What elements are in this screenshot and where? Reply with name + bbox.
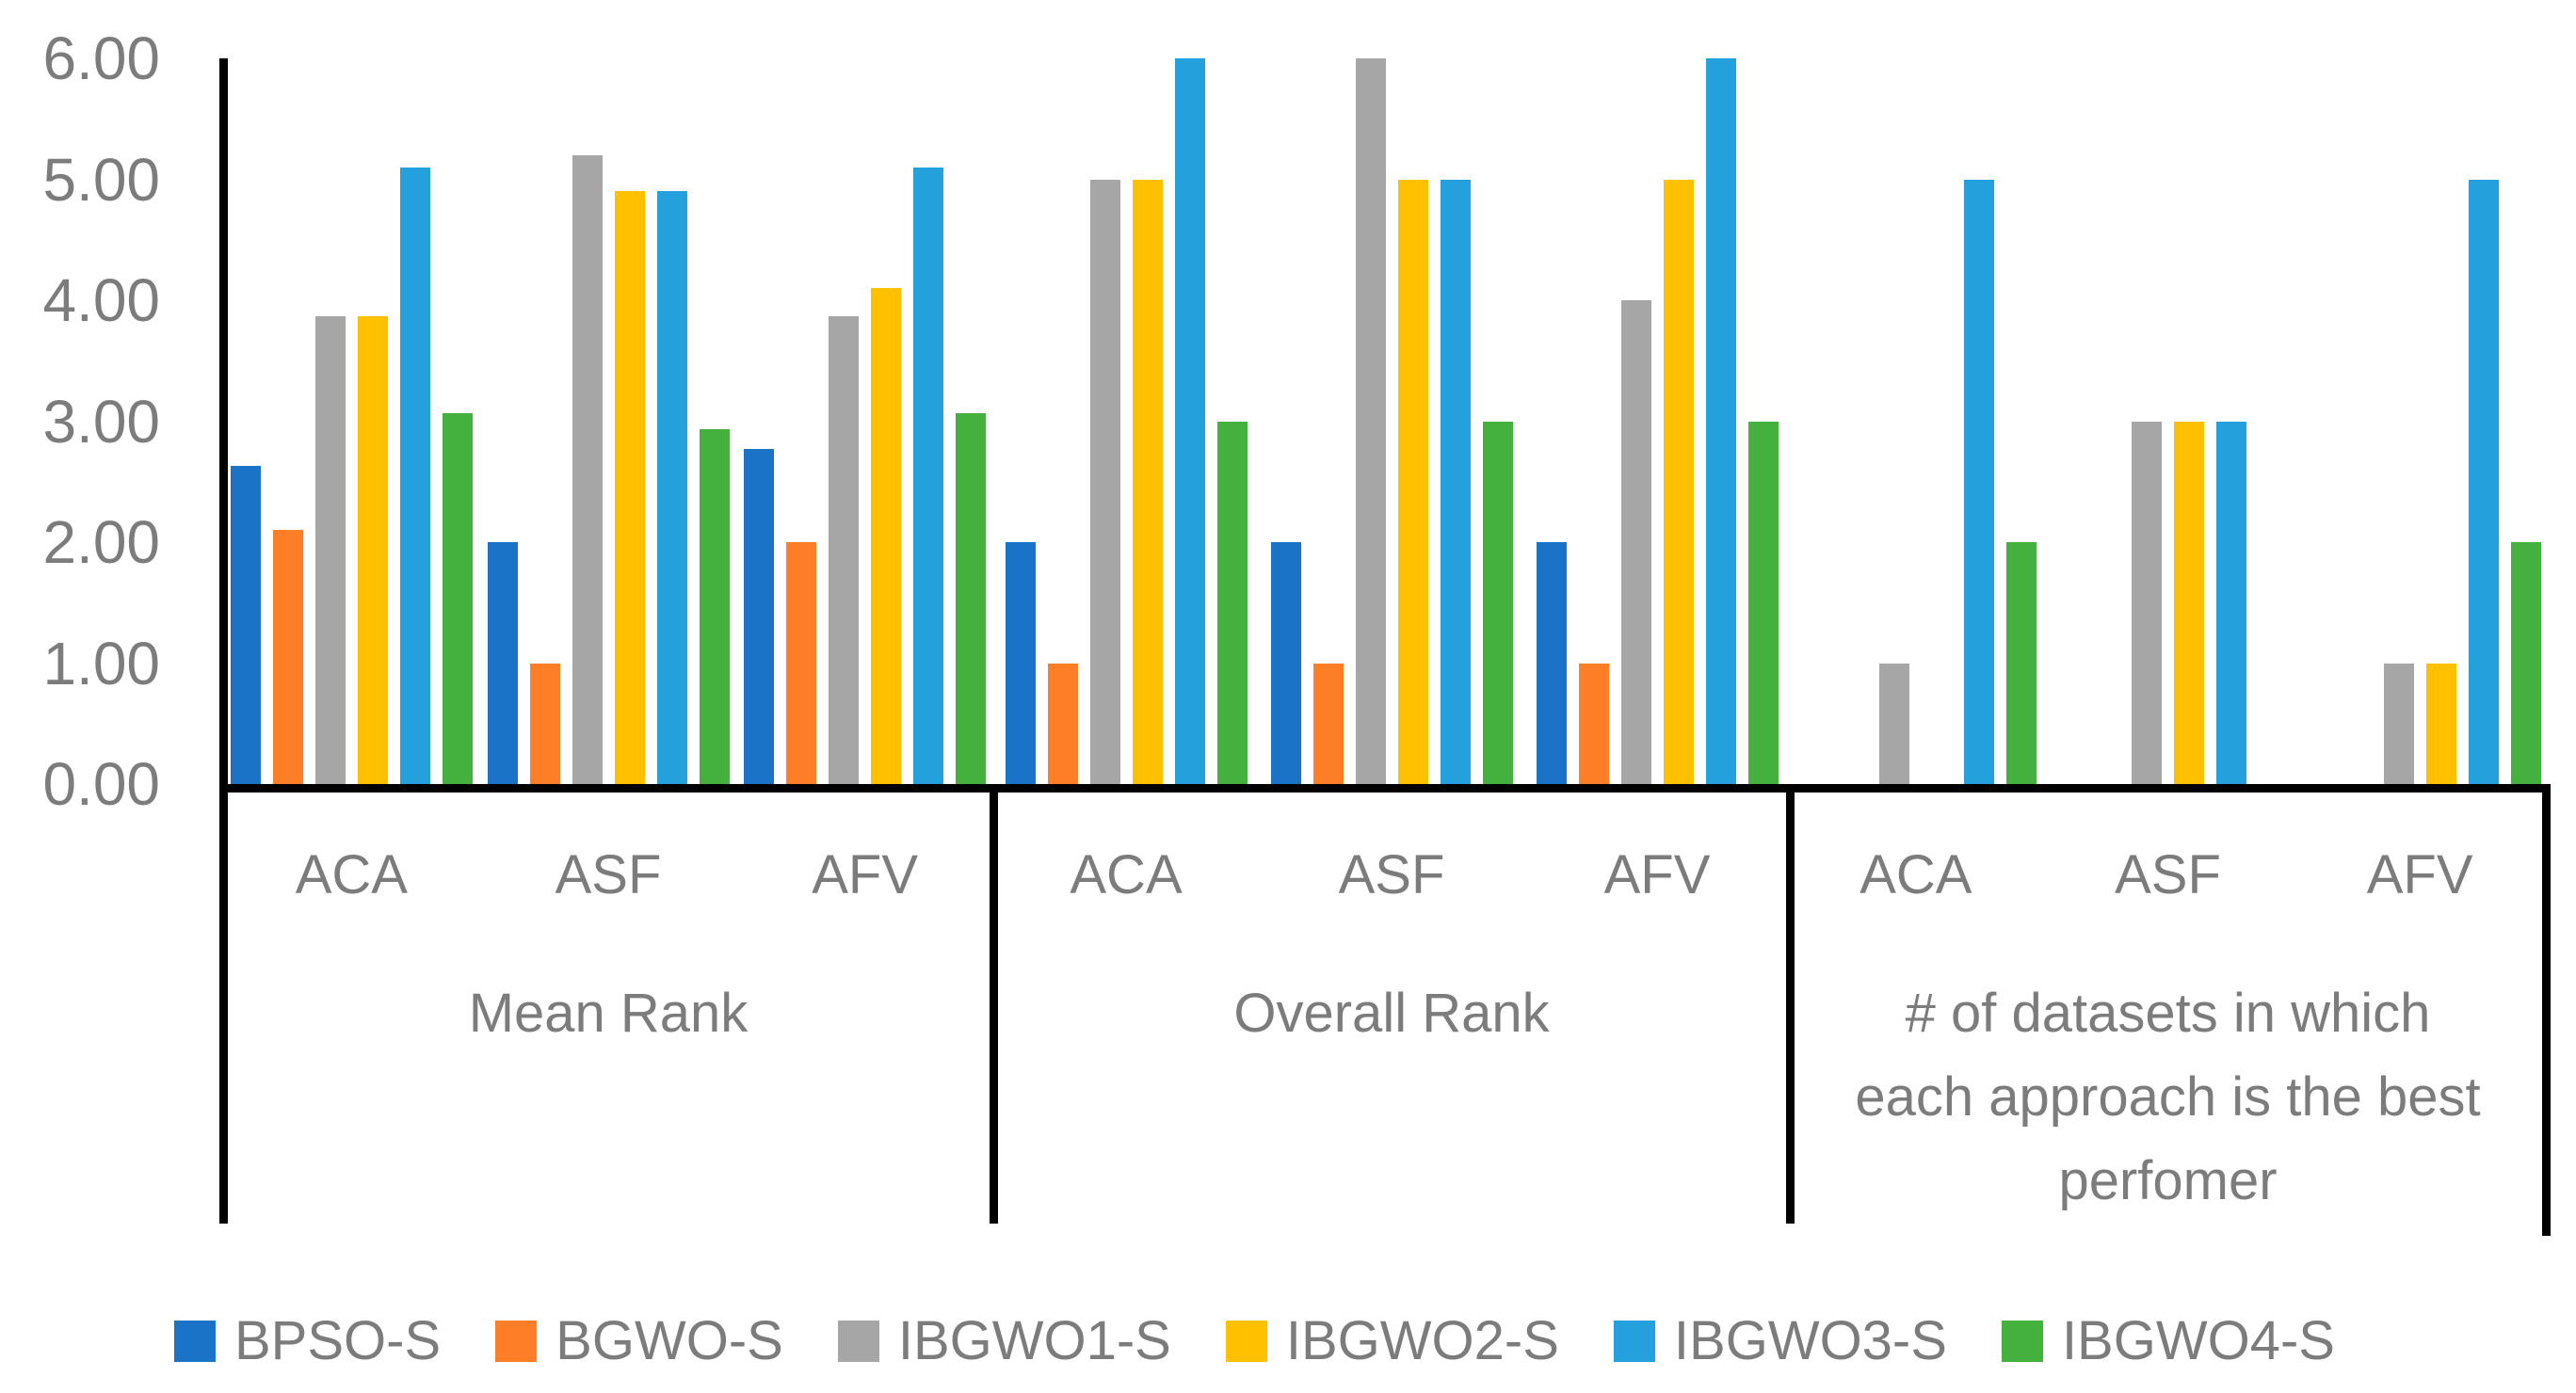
bar-p1-afv-bgwo-s <box>786 542 817 784</box>
bar-p2-asf-ibgwo3-s <box>1440 179 1471 784</box>
bar-p1-afv-ibgwo1-s <box>829 315 860 784</box>
category-label-p2-aca: ACA <box>1070 844 1183 905</box>
bar-p2-aca-bgwo-s <box>1047 663 1078 784</box>
category-label-p3-aca: ACA <box>1860 844 1972 905</box>
bar-p1-asf-ibgwo3-s <box>656 191 687 784</box>
bar-p1-afv-bpso-s <box>744 449 775 784</box>
y-tick-label-5.00: 5.00 <box>42 145 160 214</box>
group-caption-line: Overall Rank <box>1233 983 1550 1044</box>
y-tick-label-4.00: 4.00 <box>42 266 160 334</box>
bar-p2-asf-ibgwo2-s <box>1397 179 1428 784</box>
plot-right-border <box>2541 784 2551 1236</box>
legend-label-bgwo-s: BGWO-S <box>555 1310 783 1371</box>
bar-p3-afv-ibgwo3-s <box>2468 179 2499 784</box>
category-label-p2-afv: AFV <box>1603 844 1711 905</box>
bar-p1-afv-ibgwo4-s <box>956 412 987 784</box>
bar-p3-afv-ibgwo4-s <box>2510 542 2541 784</box>
category-label-p1-asf: ASF <box>555 844 662 905</box>
y-axis-line <box>218 58 228 1224</box>
group-caption-overall-rank: Overall Rank <box>1003 971 1780 1055</box>
group-caption-line: perfomer <box>2058 1150 2278 1211</box>
panel-separator-2 <box>1785 784 1795 1224</box>
category-label-p1-afv: AFV <box>812 844 919 905</box>
bar-p3-aca-ibgwo4-s <box>2006 542 2037 784</box>
bar-p3-aca-ibgwo3-s <box>1964 179 1995 784</box>
y-tick-label-0.00: 0.00 <box>42 750 160 818</box>
legend-marker-ibgwo2-s <box>1225 1321 1267 1362</box>
bar-p3-asf-ibgwo3-s <box>2216 421 2246 784</box>
bar-p1-aca-ibgwo1-s <box>314 315 346 784</box>
bar-p2-asf-bgwo-s <box>1312 663 1344 784</box>
y-tick-label-1.00: 1.00 <box>42 629 160 697</box>
bar-p2-asf-ibgwo1-s <box>1355 58 1386 784</box>
category-label-p3-afv: AFV <box>2366 844 2473 905</box>
bar-p2-afv-ibgwo3-s <box>1705 58 1736 784</box>
bar-p1-aca-bpso-s <box>230 466 261 784</box>
group-caption-line: each approach is the best <box>1855 1066 2481 1128</box>
group-caption-of-datasets-in-which: # of datasets in which each approach is t… <box>1799 971 2536 1223</box>
bar-p1-asf-bgwo-s <box>529 663 560 784</box>
legend: BPSO-S BGWO-S IBGWO1-S IBGWO2-S IBGWO3-S IBGW… <box>174 1314 2335 1369</box>
legend-item-bgwo-s: BGWO-S <box>495 1314 783 1369</box>
x-axis-line <box>218 784 2551 793</box>
bar-p2-aca-ibgwo4-s <box>1216 421 1248 784</box>
bar-p2-aca-ibgwo1-s <box>1089 179 1120 784</box>
legend-marker-ibgwo3-s <box>1613 1321 1655 1362</box>
bar-p1-aca-ibgwo3-s <box>399 167 430 784</box>
bar-p2-afv-ibgwo1-s <box>1620 300 1651 784</box>
bar-p2-aca-ibgwo2-s <box>1132 179 1163 784</box>
category-label-p2-asf: ASF <box>1338 844 1445 905</box>
legend-label-ibgwo3-s: IBGWO3-S <box>1673 1310 1947 1371</box>
legend-item-ibgwo1-s: IBGWO1-S <box>837 1310 1171 1371</box>
legend-label-bpso-s: BPSO-S <box>234 1310 442 1371</box>
bar-p1-asf-ibgwo4-s <box>699 429 730 784</box>
legend-marker-bpso-s <box>174 1321 216 1362</box>
y-tick-label-6.00: 6.00 <box>42 24 160 92</box>
bar-p1-aca-bgwo-s <box>272 530 303 784</box>
legend-item-ibgwo2-s: IBGWO2-S <box>1225 1310 1559 1371</box>
category-label-p1-aca: ACA <box>295 844 408 905</box>
bar-p3-afv-ibgwo1-s <box>2383 663 2414 784</box>
legend-label-ibgwo4-s: IBGWO4-S <box>2061 1310 2335 1371</box>
bar-p3-asf-ibgwo2-s <box>2174 421 2204 784</box>
bar-p2-afv-bgwo-s <box>1578 663 1609 784</box>
bar-p1-asf-bpso-s <box>487 542 518 784</box>
category-label-p3-asf: ASF <box>2115 844 2221 905</box>
legend-marker-ibgwo1-s <box>837 1321 879 1362</box>
bar-p2-afv-bpso-s <box>1536 542 1567 784</box>
legend-item-ibgwo3-s: IBGWO3-S <box>1613 1310 1947 1371</box>
bar-p1-afv-ibgwo3-s <box>913 167 944 784</box>
group-caption-line: Mean Rank <box>468 983 749 1044</box>
bar-p3-afv-ibgwo2-s <box>2425 663 2456 784</box>
panel-separator-1 <box>989 784 998 1224</box>
bar-p2-asf-bpso-s <box>1270 542 1301 784</box>
legend-item-bpso-s: BPSO-S <box>174 1314 441 1369</box>
bar-p2-aca-ibgwo3-s <box>1174 58 1205 784</box>
bar-p3-aca-ibgwo1-s <box>1879 663 1910 784</box>
bar-p2-asf-ibgwo4-s <box>1482 421 1513 784</box>
group-caption-line: # of datasets in which <box>1905 983 2431 1044</box>
bar-p1-afv-ibgwo2-s <box>871 288 902 784</box>
legend-label-ibgwo2-s: IBGWO2-S <box>1285 1310 1559 1371</box>
bar-p2-afv-ibgwo2-s <box>1663 179 1694 784</box>
bar-p2-afv-ibgwo4-s <box>1747 421 1779 784</box>
y-tick-label-2.00: 2.00 <box>42 508 160 576</box>
bar-p1-asf-ibgwo2-s <box>614 191 645 784</box>
legend-marker-bgwo-s <box>495 1321 538 1362</box>
bar-p2-aca-bpso-s <box>1005 542 1036 784</box>
bar-p3-asf-ibgwo1-s <box>2132 421 2162 784</box>
group-caption-mean-rank: Mean Rank <box>233 971 984 1055</box>
bar-p1-asf-ibgwo1-s <box>572 154 603 784</box>
bar-p1-aca-ibgwo2-s <box>357 315 388 784</box>
bar-p1-aca-ibgwo4-s <box>442 412 473 784</box>
legend-item-ibgwo4-s: IBGWO4-S <box>2001 1310 2335 1371</box>
legend-marker-ibgwo4-s <box>2001 1321 2043 1362</box>
legend-label-ibgwo1-s: IBGWO1-S <box>897 1310 1171 1371</box>
y-tick-label-3.00: 3.00 <box>42 387 160 456</box>
